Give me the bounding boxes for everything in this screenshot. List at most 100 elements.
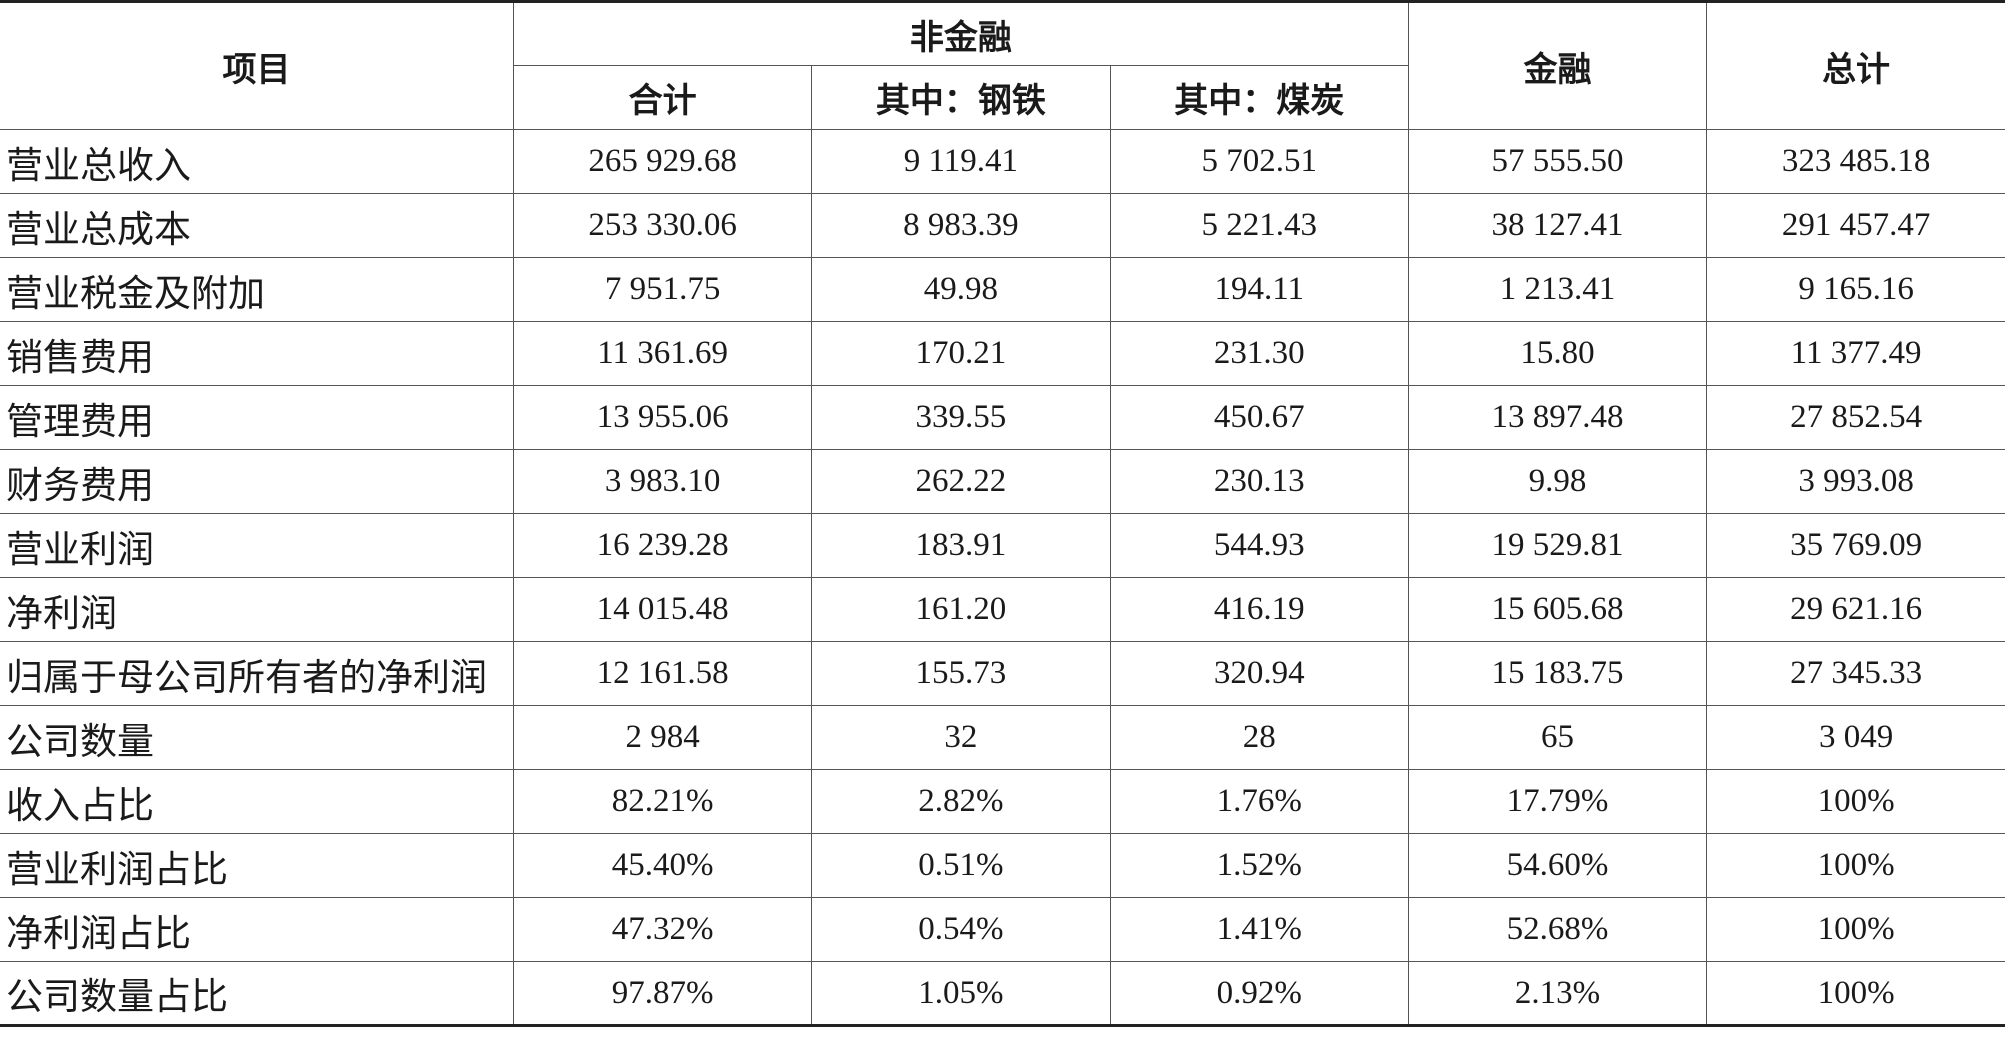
cell-financial: 1 213.41 — [1407, 257, 1708, 322]
row-label: 营业税金及附加 — [0, 257, 514, 322]
cell-grand-total: 35 769.09 — [1706, 513, 2005, 578]
header-row-1: 项目 非金融 金融 总计 — [0, 0, 2005, 130]
cell-subtotal: 97.87% — [512, 961, 813, 1027]
cell-grand-total: 100% — [1706, 897, 2005, 962]
header-non-financial: 非金融 — [513, 0, 1409, 66]
cell-financial: 57 555.50 — [1407, 129, 1708, 194]
cell-subtotal: 265 929.68 — [512, 129, 813, 194]
cell-steel: 32 — [811, 705, 1111, 770]
cell-financial: 15 183.75 — [1407, 641, 1708, 706]
cell-coal: 1.76% — [1109, 769, 1409, 834]
cell-grand-total: 323 485.18 — [1706, 129, 2005, 194]
cell-financial: 54.60% — [1407, 833, 1708, 898]
cell-coal: 1.41% — [1109, 897, 1409, 962]
cell-grand-total: 3 993.08 — [1706, 449, 2005, 514]
cell-grand-total: 27 345.33 — [1706, 641, 2005, 706]
table-row: 营业利润 16 239.28 183.91 544.93 19 529.81 3… — [0, 513, 2005, 578]
cell-grand-total: 100% — [1706, 769, 2005, 834]
row-label: 收入占比 — [0, 769, 514, 834]
cell-steel: 170.21 — [811, 321, 1111, 386]
cell-grand-total: 9 165.16 — [1706, 257, 2005, 322]
row-label: 营业总成本 — [0, 193, 514, 258]
cell-financial: 13 897.48 — [1407, 385, 1708, 450]
table-row: 净利润占比 47.32% 0.54% 1.41% 52.68% 100% — [0, 897, 2005, 962]
cell-subtotal: 13 955.06 — [512, 385, 813, 450]
header-item: 项目 — [0, 0, 514, 130]
cell-financial: 52.68% — [1407, 897, 1708, 962]
cell-subtotal: 82.21% — [512, 769, 813, 834]
row-label: 归属于母公司所有者的净利润 — [0, 641, 514, 706]
cell-subtotal: 7 951.75 — [512, 257, 813, 322]
cell-financial: 2.13% — [1407, 961, 1708, 1027]
cell-grand-total: 100% — [1706, 833, 2005, 898]
row-label: 净利润 — [0, 577, 514, 642]
cell-coal: 5 702.51 — [1109, 129, 1409, 194]
header-financial: 金融 — [1407, 0, 1708, 130]
header-subtotal: 合计 — [513, 65, 813, 130]
row-label: 营业利润占比 — [0, 833, 514, 898]
cell-coal: 5 221.43 — [1109, 193, 1409, 258]
table-row: 营业税金及附加 7 951.75 49.98 194.11 1 213.41 9… — [0, 257, 2005, 322]
header-grand-total: 总计 — [1706, 0, 2005, 130]
cell-financial: 38 127.41 — [1407, 193, 1708, 258]
cell-coal: 544.93 — [1109, 513, 1409, 578]
cell-grand-total: 27 852.54 — [1706, 385, 2005, 450]
cell-grand-total: 29 621.16 — [1706, 577, 2005, 642]
row-label: 营业总收入 — [0, 129, 514, 194]
table-row: 营业总收入 265 929.68 9 119.41 5 702.51 57 55… — [0, 129, 2005, 194]
cell-steel: 262.22 — [811, 449, 1111, 514]
cell-steel: 1.05% — [811, 961, 1111, 1027]
cell-steel: 183.91 — [811, 513, 1111, 578]
row-label: 财务费用 — [0, 449, 514, 514]
cell-subtotal: 45.40% — [512, 833, 813, 898]
row-label: 公司数量 — [0, 705, 514, 770]
cell-subtotal: 11 361.69 — [512, 321, 813, 386]
table-row: 公司数量占比 97.87% 1.05% 0.92% 2.13% 100% — [0, 961, 2005, 1027]
cell-steel: 8 983.39 — [811, 193, 1111, 258]
cell-subtotal: 14 015.48 — [512, 577, 813, 642]
table-row: 营业总成本 253 330.06 8 983.39 5 221.43 38 12… — [0, 193, 2005, 258]
cell-financial: 65 — [1407, 705, 1708, 770]
cell-financial: 9.98 — [1407, 449, 1708, 514]
cell-subtotal: 2 984 — [512, 705, 813, 770]
table-row: 净利润 14 015.48 161.20 416.19 15 605.68 29… — [0, 577, 2005, 642]
table-row: 收入占比 82.21% 2.82% 1.76% 17.79% 100% — [0, 769, 2005, 834]
row-label: 公司数量占比 — [0, 961, 514, 1027]
cell-steel: 339.55 — [811, 385, 1111, 450]
cell-steel: 155.73 — [811, 641, 1111, 706]
cell-steel: 161.20 — [811, 577, 1111, 642]
cell-coal: 194.11 — [1109, 257, 1409, 322]
cell-coal: 1.52% — [1109, 833, 1409, 898]
cell-coal: 231.30 — [1109, 321, 1409, 386]
cell-coal: 230.13 — [1109, 449, 1409, 514]
header-steel: 其中：钢铁 — [811, 65, 1111, 130]
cell-grand-total: 100% — [1706, 961, 2005, 1027]
cell-steel: 0.54% — [811, 897, 1111, 962]
header-row-2: 合计 其中：钢铁 其中：煤炭 — [0, 65, 2005, 130]
cell-financial: 19 529.81 — [1407, 513, 1708, 578]
cell-steel: 2.82% — [811, 769, 1111, 834]
cell-grand-total: 11 377.49 — [1706, 321, 2005, 386]
cell-coal: 0.92% — [1109, 961, 1409, 1027]
table-row: 财务费用 3 983.10 262.22 230.13 9.98 3 993.0… — [0, 449, 2005, 514]
row-label: 管理费用 — [0, 385, 514, 450]
table-row: 公司数量 2 984 32 28 65 3 049 — [0, 705, 2005, 770]
cell-steel: 49.98 — [811, 257, 1111, 322]
cell-grand-total: 3 049 — [1706, 705, 2005, 770]
table-row: 销售费用 11 361.69 170.21 231.30 15.80 11 37… — [0, 321, 2005, 386]
cell-subtotal: 16 239.28 — [512, 513, 813, 578]
cell-financial: 15 605.68 — [1407, 577, 1708, 642]
cell-financial: 17.79% — [1407, 769, 1708, 834]
cell-subtotal: 253 330.06 — [512, 193, 813, 258]
cell-steel: 9 119.41 — [811, 129, 1111, 194]
table-row: 营业利润占比 45.40% 0.51% 1.52% 54.60% 100% — [0, 833, 2005, 898]
cell-grand-total: 291 457.47 — [1706, 193, 2005, 258]
cell-coal: 320.94 — [1109, 641, 1409, 706]
header-coal: 其中：煤炭 — [1109, 65, 1409, 130]
row-label: 销售费用 — [0, 321, 514, 386]
cell-steel: 0.51% — [811, 833, 1111, 898]
cell-subtotal: 12 161.58 — [512, 641, 813, 706]
cell-financial: 15.80 — [1407, 321, 1708, 386]
row-label: 净利润占比 — [0, 897, 514, 962]
